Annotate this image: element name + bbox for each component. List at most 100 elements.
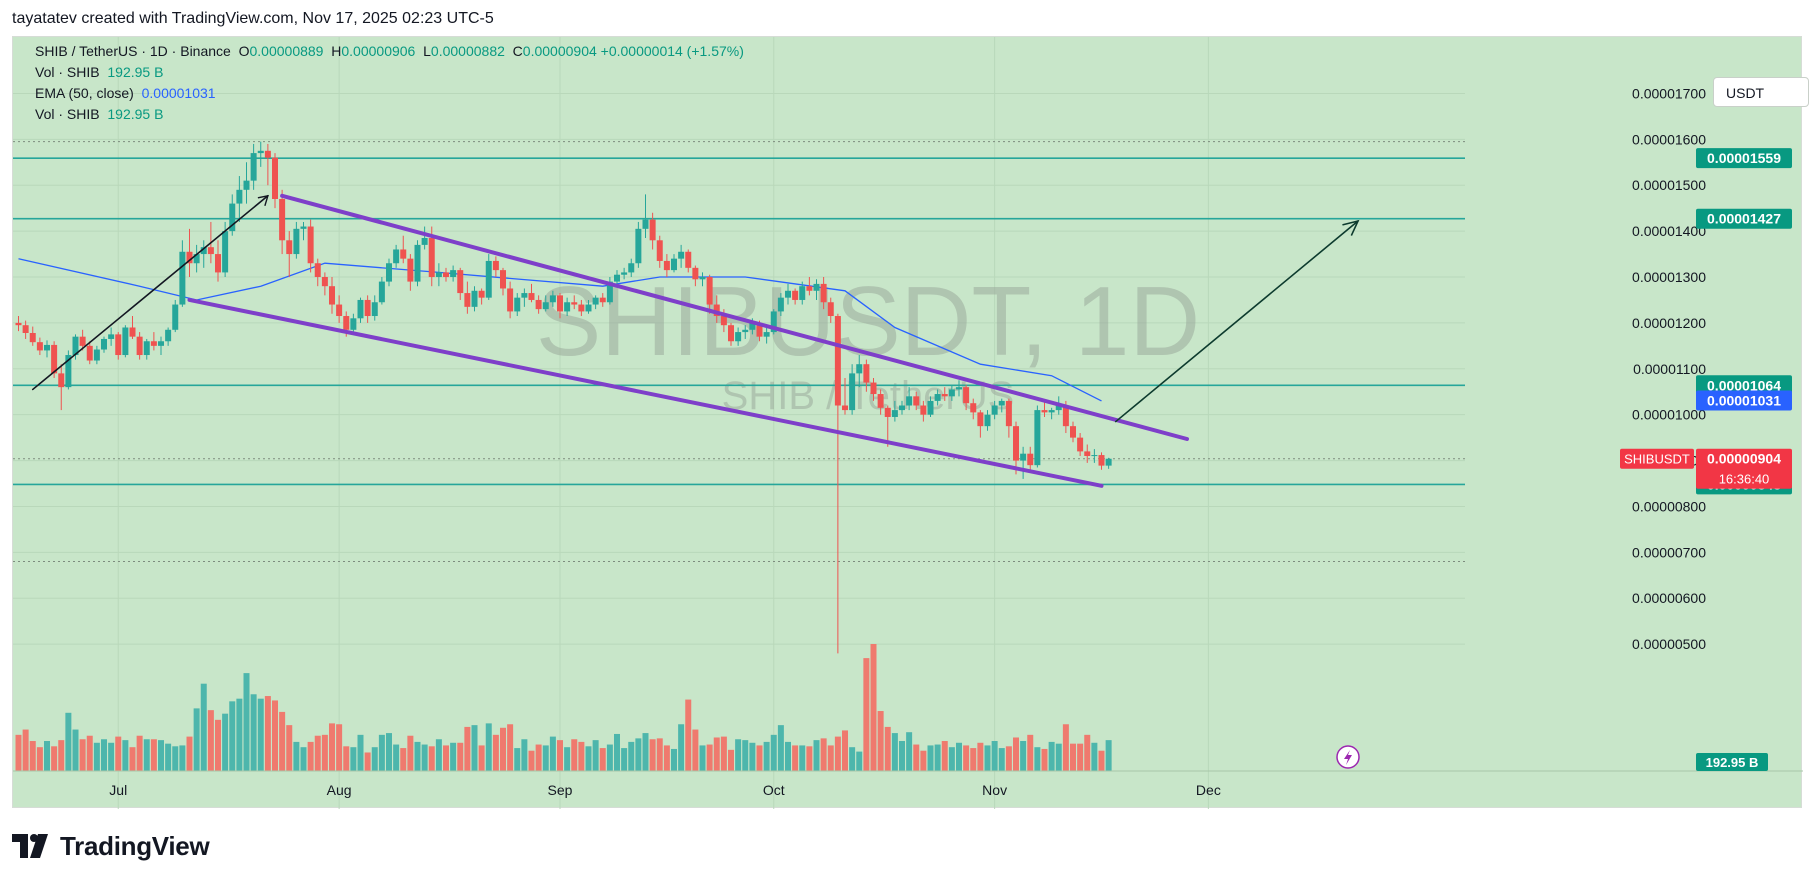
volume-bar: [264, 696, 271, 771]
volume-bar: [991, 741, 998, 771]
candle: [820, 277, 827, 310]
volume-bar: [941, 741, 948, 771]
volume-bar: [592, 740, 599, 771]
volume-bar: [1048, 741, 1055, 771]
candle: [293, 221, 300, 259]
volume-bar: [599, 748, 606, 771]
candle: [364, 295, 371, 323]
candle: [642, 194, 649, 239]
candle-body: [699, 277, 706, 280]
candle-body: [870, 382, 877, 395]
candle: [706, 274, 713, 314]
candle: [842, 377, 848, 415]
volume-bar: [728, 749, 734, 771]
candle: [229, 194, 236, 236]
candle-body: [528, 293, 535, 300]
volume-bar: [956, 742, 962, 771]
price-tick-label: 0.00001100: [1633, 361, 1706, 377]
candle-body: [471, 290, 478, 307]
candle-body: [728, 325, 734, 342]
candle: [443, 267, 449, 282]
candle: [998, 398, 1005, 413]
candle-body: [756, 322, 763, 337]
candle-body: [827, 302, 834, 317]
candle: [1091, 449, 1098, 463]
volume-bar: [336, 724, 343, 771]
legend-low-label: L: [423, 43, 431, 59]
candle: [79, 329, 86, 351]
candle: [585, 299, 592, 314]
legend-ema-label: EMA (50, close): [35, 85, 134, 101]
price-tick-label: 0.00001400: [1632, 223, 1706, 239]
volume-bar: [977, 742, 984, 771]
candle: [29, 326, 36, 346]
candle-body: [749, 322, 756, 330]
candle: [813, 279, 820, 300]
candle: [934, 389, 941, 406]
volume-bar: [421, 744, 428, 771]
volume-bar: [407, 735, 414, 771]
legend-ema-value: 0.00001031: [141, 85, 216, 101]
legend-vol-row-1[interactable]: Vol · SHIB 192.95 B: [35, 64, 163, 80]
candle-body: [585, 304, 592, 312]
legend-vol-row-2[interactable]: Vol · SHIB 192.95 B: [35, 106, 163, 122]
legend-close-label: C: [512, 43, 523, 59]
legend-ema-row[interactable]: EMA (50, close) 0.00001031: [35, 85, 216, 101]
candle-body: [122, 327, 129, 356]
candle: [678, 244, 685, 268]
candle-body: [621, 272, 628, 275]
volume-bar: [400, 748, 407, 771]
candle-body: [920, 405, 927, 415]
candle-body: [692, 267, 699, 280]
volume-bar: [1041, 748, 1048, 771]
candle: [927, 396, 934, 417]
volume-bar: [856, 751, 863, 771]
volume-bar: [1105, 740, 1112, 771]
candle: [1070, 421, 1076, 443]
volume-bar: [485, 723, 492, 771]
legend-open-label: O: [238, 43, 250, 59]
ema-badge-bg: [1696, 390, 1792, 411]
alert-icon[interactable]: [1336, 745, 1360, 769]
candle-body: [15, 322, 22, 326]
candle: [329, 277, 335, 314]
price-chart-svg[interactable]: SHIBUSDT, 1D SHIB / TetherUS 0.000005000…: [13, 37, 1803, 809]
candle: [656, 235, 663, 268]
candle-body: [557, 295, 563, 312]
candle-body: [792, 290, 799, 300]
volume-bar: [785, 741, 791, 771]
volume-bar: [122, 740, 129, 771]
candle-body: [663, 260, 670, 271]
candle: [236, 176, 243, 222]
volume-bar: [478, 745, 485, 771]
volume-bar: [834, 736, 841, 771]
candle-body: [984, 414, 991, 427]
volume-bar: [44, 741, 50, 771]
horizontal-levels: [13, 141, 1465, 563]
volume-bar: [920, 750, 927, 771]
chart-pane[interactable]: SHIBUSDT, 1D SHIB / TetherUS 0.00000500 0…: [12, 36, 1809, 809]
candle-body: [200, 247, 207, 255]
candle: [941, 387, 948, 401]
candle-body: [834, 316, 841, 406]
candle-body: [1048, 410, 1055, 413]
candle: [321, 272, 328, 296]
candle-body: [535, 299, 542, 310]
level-badge-bg: [1696, 208, 1792, 229]
candle-body: [236, 189, 243, 204]
candle-body: [443, 272, 449, 278]
tradingview-logo[interactable]: TradingView: [12, 828, 210, 864]
volume-bar: [663, 745, 670, 771]
candle: [849, 364, 856, 415]
candle-body: [934, 394, 941, 401]
candle-body: [899, 405, 905, 411]
candle: [692, 265, 699, 287]
ema-badge: 0.00001031: [1707, 392, 1781, 408]
candle: [129, 316, 136, 339]
candle: [15, 316, 22, 332]
candle: [371, 295, 378, 321]
currency-selector-button[interactable]: USDT: [1713, 77, 1809, 107]
volume-bar: [1091, 742, 1098, 771]
candle-body: [421, 238, 428, 245]
candle: [728, 322, 734, 346]
